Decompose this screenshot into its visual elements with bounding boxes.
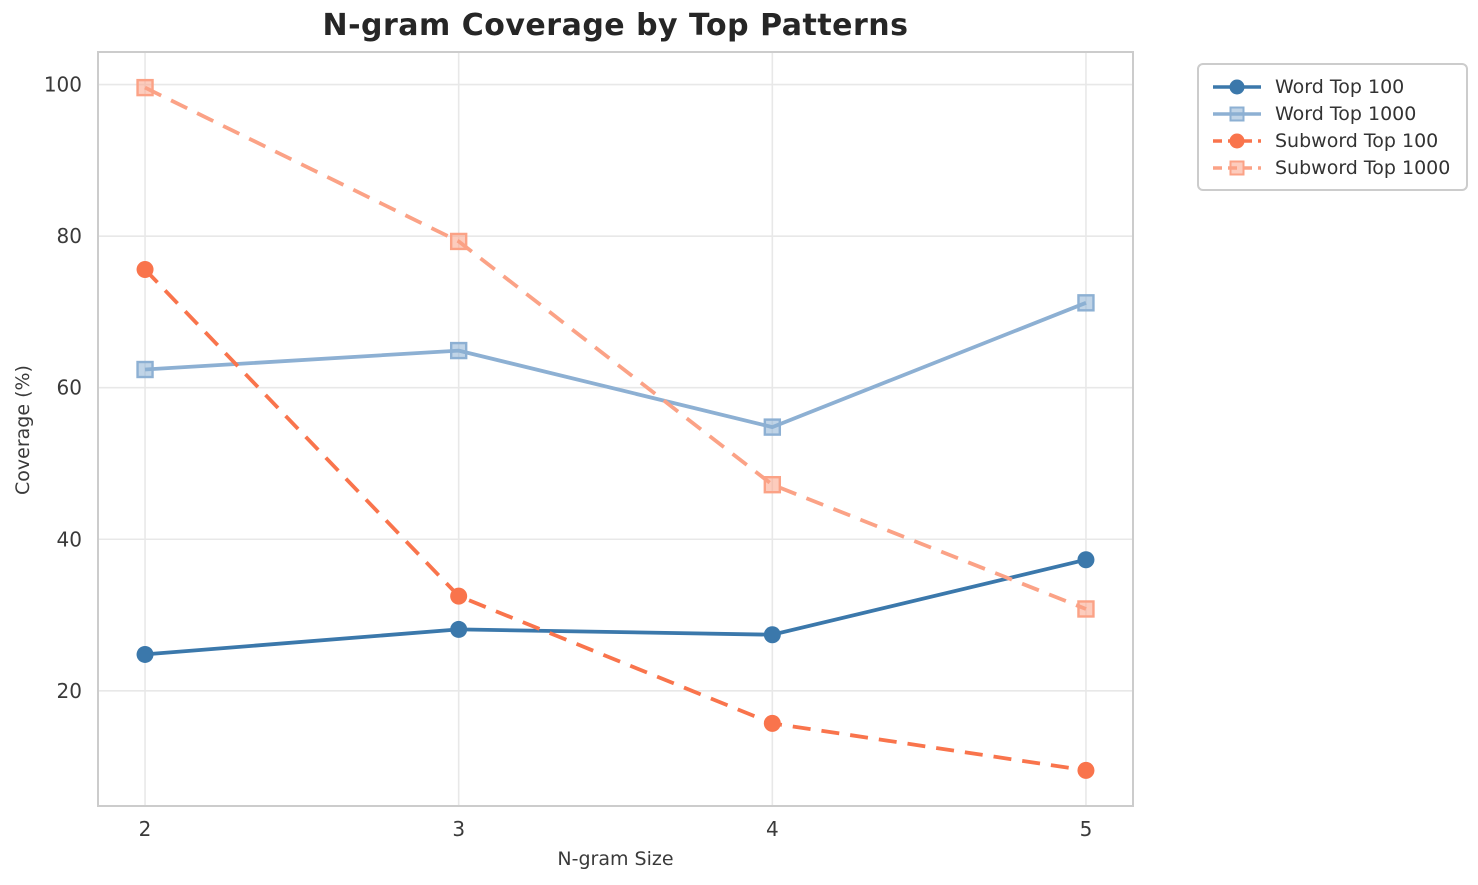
data-point-word-top-100 [450,620,468,638]
data-point-word-top-1000 [1077,294,1095,312]
legend-sample-icon [1213,79,1261,94]
legend-row: Subword Top 1000 [1211,155,1454,181]
legend-row: Subword Top 100 [1211,128,1454,154]
legend-label: Word Top 1000 [1275,102,1417,125]
data-point-word-top-100 [763,626,781,644]
data-point-word-top-1000 [763,418,782,436]
legend: Word Top 100 Word Top 1000 Subword Top 1… [1197,63,1468,191]
series-line-word-top-1000 [144,301,1087,429]
data-point-subword-top-100 [1077,761,1095,779]
y-tick-label: 60 [57,376,82,400]
legend-sample-marker-subword-top-1000 [1229,160,1245,175]
legend-sample-icon [1213,160,1261,175]
x-axis-label: N-gram Size [557,848,674,870]
y-tick-label: 40 [57,527,82,551]
legend-sample-marker-subword-top-100 [1229,133,1245,148]
x-tick-label: 5 [1080,817,1093,841]
axes-frame [97,51,1134,807]
data-point-subword-top-1000 [449,232,468,251]
data-point-subword-top-100 [450,587,468,605]
legend-sample-icon [1213,106,1261,121]
chart-title: N-gram Coverage by Top Patterns [322,8,909,43]
y-tick-label: 20 [57,679,82,703]
legend-sample-icon [1213,133,1261,148]
data-point-word-top-1000 [136,360,154,379]
legend-sample-marker-word-top-100 [1229,79,1245,94]
legend-row: Word Top 1000 [1211,101,1454,127]
y-tick-label: 100 [44,73,82,97]
data-point-word-top-100 [1077,551,1095,569]
legend-row: Word Top 100 [1211,74,1454,100]
data-point-subword-top-1000 [763,475,782,494]
data-point-word-top-100 [136,645,154,663]
y-axis-label: Coverage (%) [12,365,34,495]
y-tick-label: 80 [57,224,82,248]
x-tick-label: 2 [139,817,152,841]
data-point-subword-top-1000 [1077,600,1095,618]
data-point-subword-top-1000 [136,78,154,97]
series-line-subword-top-100 [143,268,1087,773]
legend-sample-marker-word-top-1000 [1229,106,1245,121]
legend-label: Subword Top 100 [1275,129,1439,152]
data-point-subword-top-100 [763,714,781,732]
x-tick-label: 3 [452,817,465,841]
x-tick-label: 4 [766,817,779,841]
data-point-word-top-1000 [449,341,468,360]
legend-label: Subword Top 1000 [1275,156,1451,179]
data-point-subword-top-100 [136,260,154,278]
series-line-word-top-100 [144,557,1087,657]
series-line-subword-top-1000 [144,85,1087,611]
legend-label: Word Top 100 [1275,75,1405,98]
